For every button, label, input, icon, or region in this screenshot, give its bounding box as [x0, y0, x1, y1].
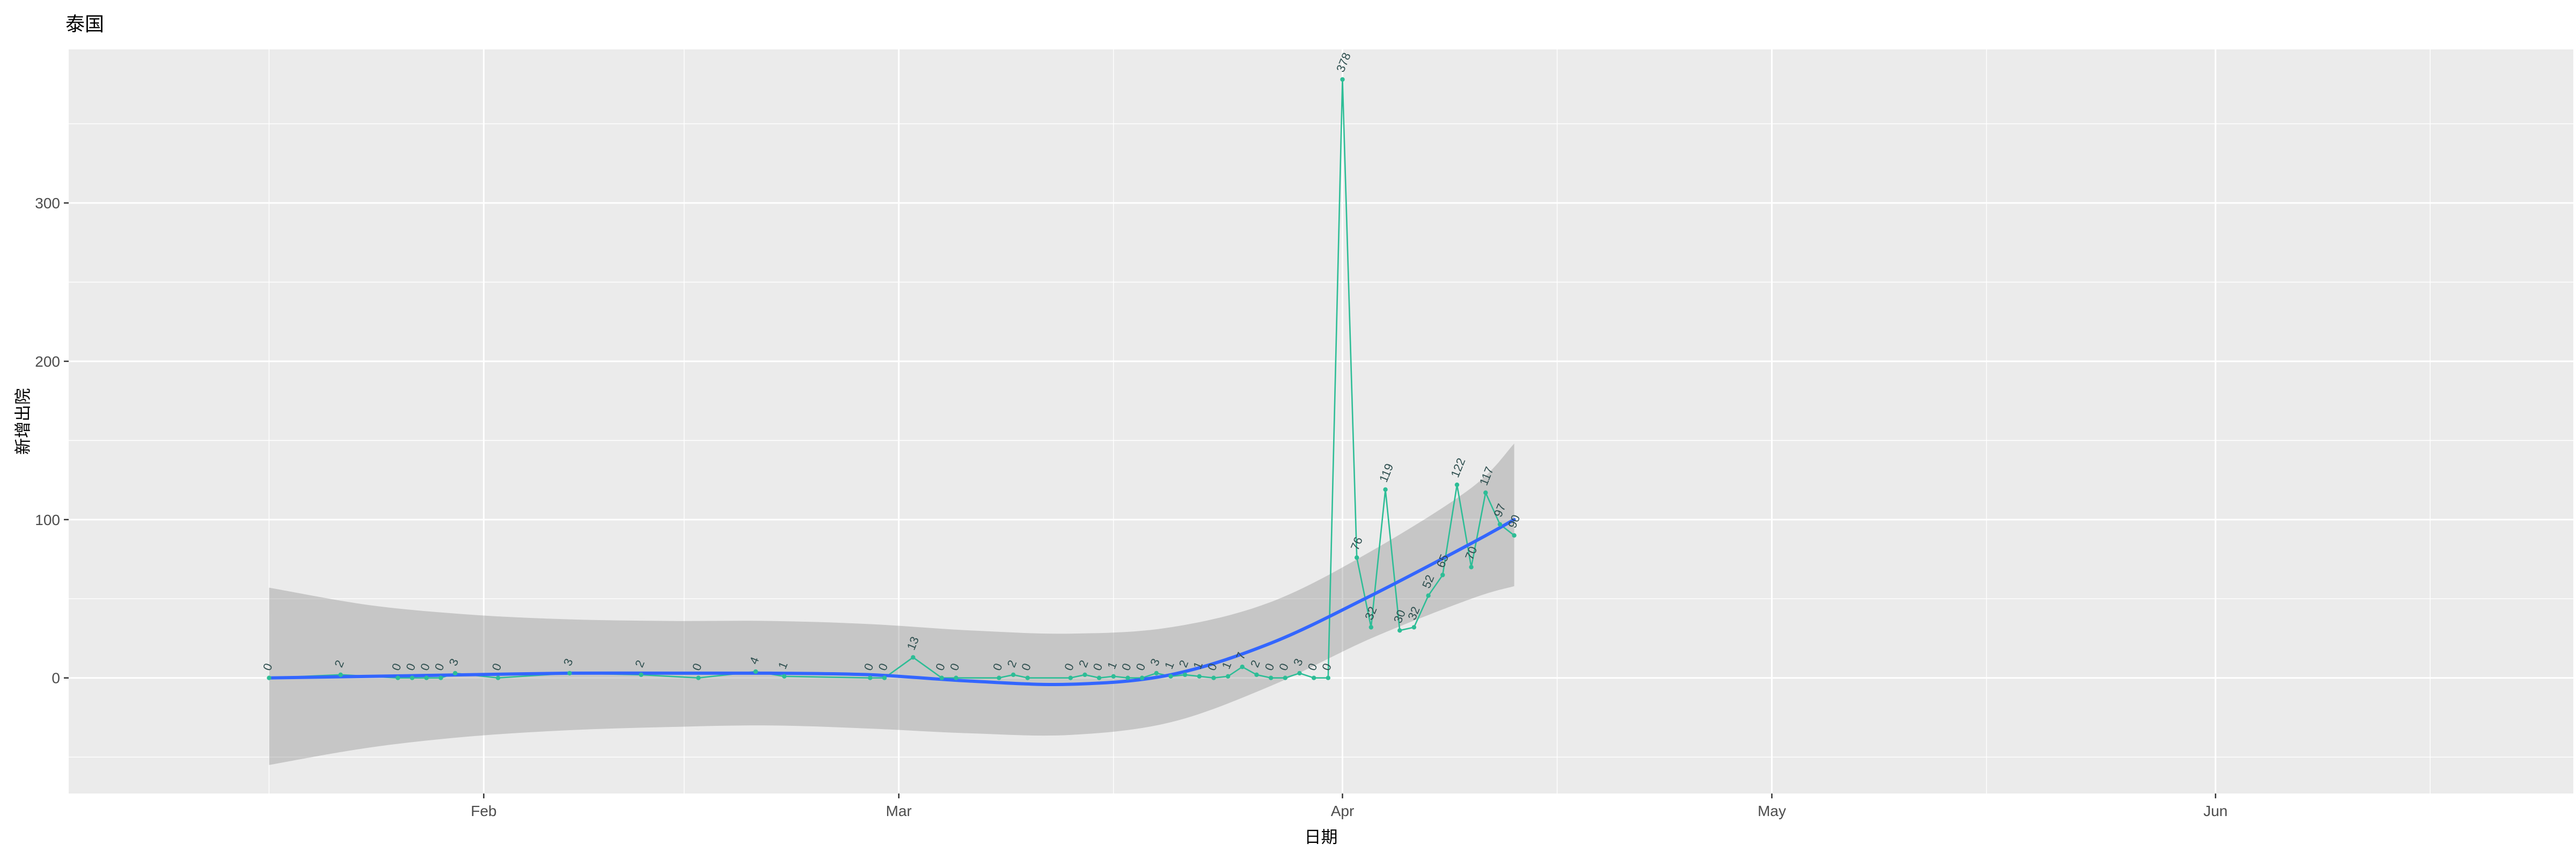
- data-point: [1240, 664, 1245, 669]
- data-point: [997, 675, 1001, 680]
- data-point: [639, 672, 643, 678]
- data-point: [753, 669, 758, 674]
- data-point: [1383, 487, 1388, 492]
- data-point: [1197, 674, 1202, 679]
- panel-background: [69, 49, 2573, 794]
- data-point: [1355, 555, 1359, 560]
- data-point: [1068, 675, 1073, 680]
- data-point: [696, 675, 701, 680]
- data-point: [1483, 490, 1488, 495]
- data-point: [1269, 675, 1274, 680]
- data-point: [1096, 675, 1102, 680]
- data-point: [424, 675, 429, 680]
- data-points: [267, 77, 1517, 680]
- data-point: [438, 675, 443, 680]
- data-point: [396, 675, 400, 680]
- y-tick-label: 0: [52, 670, 60, 687]
- x-tick-label: Apr: [1331, 803, 1355, 819]
- data-point: [1411, 625, 1416, 630]
- data-point: [1182, 672, 1188, 678]
- data-point: [782, 674, 787, 679]
- data-point: [1454, 482, 1460, 487]
- data-point: [567, 671, 572, 676]
- data-point: [1254, 672, 1259, 678]
- y-tick-label: 300: [35, 195, 60, 212]
- gridlines-minor: [69, 49, 2573, 794]
- data-point: [1426, 593, 1431, 598]
- data-point: [1440, 572, 1445, 578]
- data-point: [1326, 675, 1330, 680]
- data-point: [882, 675, 887, 680]
- gridlines-major: Feb Mar Apr May Jun 0 100 200 300: [35, 49, 2573, 819]
- data-point: [1497, 522, 1503, 527]
- data-point: [868, 675, 873, 680]
- x-tick-label: May: [1758, 803, 1786, 819]
- data-point: [1283, 675, 1287, 680]
- data-point: [1397, 628, 1402, 633]
- confidence-band: [269, 443, 1514, 765]
- data-point: [1139, 675, 1145, 680]
- x-tick-label: Feb: [471, 803, 496, 819]
- x-axis-title: 日期: [1304, 828, 1338, 847]
- y-tick-label: 200: [35, 353, 60, 370]
- data-point: [1125, 675, 1130, 680]
- data-point: [1312, 675, 1316, 680]
- data-point: [1011, 672, 1016, 678]
- y-axis-title: 新增出院: [13, 388, 33, 455]
- data-point: [1111, 674, 1116, 679]
- data-point: [495, 675, 501, 680]
- data-point: [1025, 675, 1030, 680]
- chart-title: 泰国: [65, 13, 105, 35]
- data-point: [1368, 625, 1373, 630]
- x-tick-label: Mar: [886, 803, 912, 819]
- data-point: [1168, 674, 1173, 679]
- data-point: [338, 672, 343, 678]
- data-point: [1469, 565, 1474, 570]
- data-point: [939, 675, 945, 680]
- data-point: [1226, 674, 1231, 679]
- data-point: [267, 675, 272, 680]
- y-tick-label: 100: [35, 512, 60, 528]
- data-point: [1211, 675, 1216, 680]
- data-point: [452, 671, 458, 676]
- data-point: [1512, 533, 1517, 538]
- x-tick-label: Jun: [2204, 803, 2228, 819]
- data-point: [1154, 671, 1159, 676]
- data-point: [409, 675, 415, 680]
- data-point: [1340, 77, 1345, 82]
- smooth-line: [267, 518, 1516, 686]
- data-point: [1082, 672, 1087, 678]
- data-point: [911, 655, 916, 660]
- data-point: [1297, 671, 1302, 676]
- data-point: [954, 675, 958, 680]
